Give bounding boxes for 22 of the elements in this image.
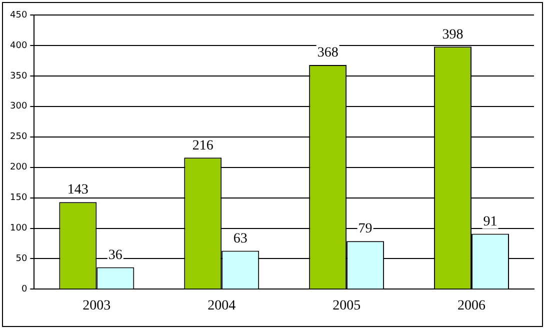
y-tick-label: 450 xyxy=(10,10,28,20)
data-label: 63 xyxy=(233,231,248,246)
data-label: 368 xyxy=(317,46,338,61)
data-label: 79 xyxy=(358,222,372,237)
x-tick-label: 2003 xyxy=(82,298,111,314)
y-tick-label: 150 xyxy=(10,193,28,204)
data-label: 36 xyxy=(108,248,122,263)
y-tick-label: 350 xyxy=(10,71,28,82)
y-tick-label: 200 xyxy=(10,162,28,173)
data-label: 91 xyxy=(483,214,498,230)
x-tick-label: 2005 xyxy=(332,298,361,314)
y-tick-label: 0 xyxy=(21,284,28,295)
y-tick-label: 300 xyxy=(10,102,28,112)
y-tick-label: 250 xyxy=(10,132,28,142)
y-tick-label: 400 xyxy=(10,40,28,51)
data-label: 216 xyxy=(192,138,214,154)
data-label: 398 xyxy=(442,27,464,42)
y-tick-label: 100 xyxy=(10,224,28,234)
x-tick-label: 2006 xyxy=(458,298,486,314)
x-tick-label: 2004 xyxy=(208,298,236,314)
data-label: 143 xyxy=(67,182,88,198)
y-tick-label: 50 xyxy=(16,254,28,264)
